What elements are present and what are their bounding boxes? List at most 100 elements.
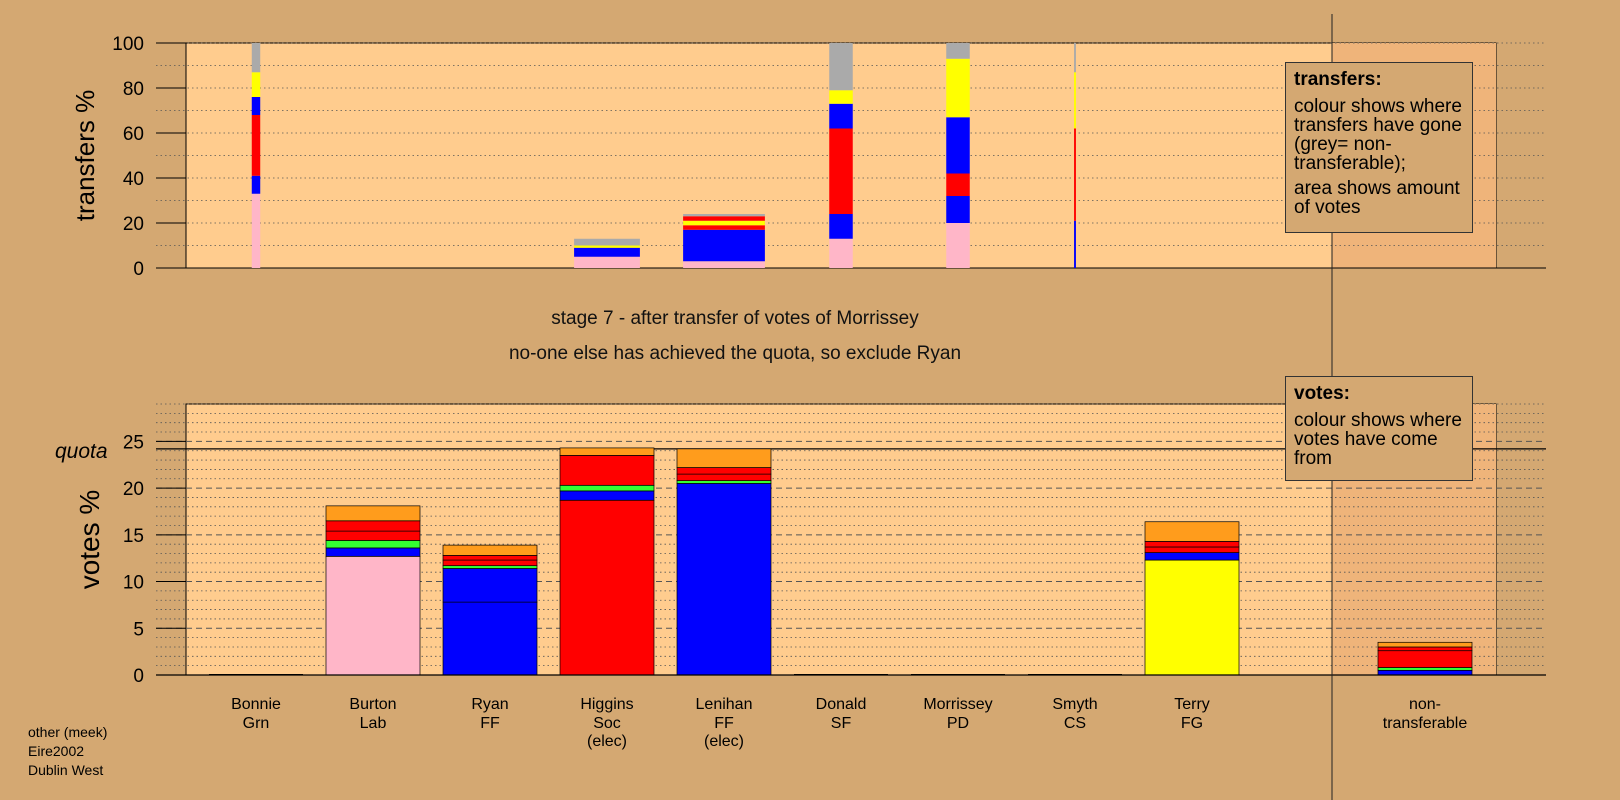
- transfers-bar-segment-bonnie-0: [251, 193, 261, 268]
- votes-chart: 0 5 10 15 20 25 quota votes % Bonnie Grn Burton Lab…: [55, 403, 1546, 750]
- votes-bar-segment-burton-3: [325, 530, 421, 541]
- category-party-donald: SF: [831, 715, 852, 732]
- category-name-lenihan: Lenihan: [696, 696, 753, 713]
- votes-bar-segment-terry-3: [1144, 541, 1240, 548]
- transfers-bar-segment-lenihan-2: [683, 225, 765, 230]
- votes-bar-segment-burton-4: [325, 520, 421, 532]
- transfers-bar-segment-smyth-4: [1074, 72, 1076, 129]
- votes-legend-title: votes:: [1294, 383, 1350, 404]
- transfers-bar-segment-morrissey-3: [946, 117, 970, 174]
- votes-bar-segment-higgins-1: [559, 490, 655, 501]
- votes-bar-segment-lenihan-2: [676, 473, 772, 481]
- votes-bar-segment-ryan-5: [442, 544, 538, 556]
- transfers-y-tick-label: 40: [123, 169, 144, 190]
- transfers-bar-segment-lenihan-6: [683, 214, 765, 217]
- transfers-bar-segment-donald-0: [829, 238, 853, 268]
- transfers-bar-segment-morrissey-4: [946, 58, 970, 118]
- category-name-non: non-: [1409, 696, 1441, 713]
- footer-line-1: other (meek): [28, 724, 108, 740]
- votes-legend: votes: colour shows where votes have com…: [1285, 376, 1473, 481]
- votes-bar-segment-ryan-3: [442, 559, 538, 567]
- votes-bar-segment-terry-2: [1144, 546, 1240, 553]
- category-name-morrissey: Morrissey: [923, 696, 992, 713]
- transfers-bar-segment-higgins-1: [574, 247, 640, 257]
- transfers-y-axis-label: transfers %: [70, 90, 100, 222]
- transfers-bar-segment-smyth-2: [1074, 128, 1076, 221]
- category-name-ryan: Ryan: [471, 696, 508, 713]
- stage-title: stage 7 - after transfer of votes of Mor…: [551, 308, 919, 329]
- transfers-y-tick-label: 80: [123, 79, 144, 100]
- category-name-smyth: Smyth: [1052, 696, 1097, 713]
- transfers-legend: transfers: colour shows where transfers …: [1285, 62, 1473, 233]
- category-party-bonnie: Grn: [243, 715, 270, 732]
- transfers-bar-segment-donald-2: [829, 128, 853, 214]
- category-party-higgins: Soc: [593, 715, 621, 732]
- category-party-ryan: FF: [480, 715, 500, 732]
- transfers-bar-segment-donald-4: [829, 90, 853, 104]
- votes-bar-segment-higgins-3: [559, 455, 655, 486]
- category-party-morrissey: PD: [947, 715, 969, 732]
- transfers-y-tick-label: 20: [123, 214, 144, 235]
- transfers-bar-segment-lenihan-5: [683, 216, 765, 221]
- transfers-bar-segment-smyth-6: [1074, 43, 1076, 73]
- footer-line-3: Dublin West: [28, 762, 104, 778]
- votes-y-tick-label: 20: [123, 479, 144, 500]
- transfers-bar-segment-donald-3: [829, 103, 853, 129]
- votes-bar-segment-ryan-1: [442, 568, 538, 603]
- votes-bar-segment-burton-0: [325, 555, 421, 676]
- votes-y-tick-label: 0: [133, 666, 144, 687]
- votes-bar-segment-non-3: [1377, 646, 1473, 652]
- transfers-legend-line-2: area shows amount of votes: [1294, 178, 1460, 218]
- transfers-y-tick-label: 100: [112, 34, 144, 55]
- votes-legend-line-1: colour shows where votes have come from: [1294, 410, 1462, 469]
- transfers-y-tick-label: 0: [133, 259, 144, 280]
- votes-bar-segment-ryan-2: [442, 565, 538, 569]
- votes-bar-segment-non-4: [1377, 641, 1473, 648]
- votes-bar-segment-burton-1: [325, 547, 421, 557]
- transfers-bar-segment-bonnie-4: [251, 72, 261, 97]
- transfers-bar-segment-higgins-0: [574, 256, 640, 268]
- votes-bar-segment-lenihan-4: [676, 448, 772, 468]
- votes-bar-segment-non-2: [1377, 650, 1473, 668]
- category-party-terry: FG: [1181, 715, 1203, 732]
- votes-bar-segment-burton-5: [325, 505, 421, 522]
- votes-y-tick-label: 15: [123, 526, 144, 547]
- votes-y-tick-label: 10: [123, 573, 144, 594]
- votes-bar-segment-lenihan-3: [676, 467, 772, 475]
- votes-y-tick-label: 5: [133, 619, 144, 640]
- votes-y-tick-label: 25: [123, 432, 144, 453]
- transfers-bar-segment-morrissey-0: [946, 223, 970, 268]
- transfers-bar-segment-donald-1: [829, 214, 853, 239]
- votes-bar-segment-non-1: [1377, 667, 1473, 671]
- votes-bar-segment-higgins-2: [559, 484, 655, 492]
- category-party-burton: Lab: [360, 715, 387, 732]
- votes-bar-segment-ryan-4: [442, 555, 538, 561]
- stage-subtitle: no-one else has achieved the quota, so e…: [508, 343, 962, 364]
- category-name-donald: Donald: [816, 696, 867, 713]
- transfers-bar-segment-lenihan-4: [683, 220, 765, 226]
- category-party-non: transferable: [1383, 715, 1468, 732]
- votes-bar-segment-burton-2: [325, 540, 421, 549]
- transfers-bar-segment-lenihan-0: [683, 261, 765, 268]
- transfers-bar-segment-bonnie-3: [251, 97, 261, 115]
- transfers-bar-segment-morrissey-6: [946, 43, 970, 59]
- category-name-burton: Burton: [349, 696, 396, 713]
- category-note-higgins: (elec): [587, 733, 627, 750]
- transfers-bar-segment-morrissey-2: [946, 173, 970, 196]
- category-name-terry: Terry: [1174, 696, 1210, 713]
- category-party-lenihan: FF: [714, 715, 734, 732]
- transfers-bar-segment-donald-6: [829, 43, 853, 91]
- transfers-bar-segment-higgins-6: [574, 238, 640, 246]
- votes-bar-segment-higgins-4: [559, 447, 655, 456]
- votes-bar-segment-terry-1: [1144, 552, 1240, 561]
- transfers-bar-segment-bonnie-1: [251, 175, 261, 194]
- category-note-lenihan: (elec): [704, 733, 744, 750]
- transfers-bar-segment-lenihan-1: [683, 229, 765, 262]
- votes-bar-segment-non-0: [1377, 669, 1473, 676]
- votes-bar-segment-terry-4: [1144, 521, 1240, 542]
- transfers-legend-line-1: colour shows where transfers have gone (…: [1294, 96, 1462, 174]
- transfers-bar-segment-smyth-1: [1074, 220, 1076, 268]
- category-name-higgins: Higgins: [580, 696, 633, 713]
- votes-bar-segment-lenihan-1: [676, 480, 772, 484]
- quota-label: quota: [55, 440, 108, 463]
